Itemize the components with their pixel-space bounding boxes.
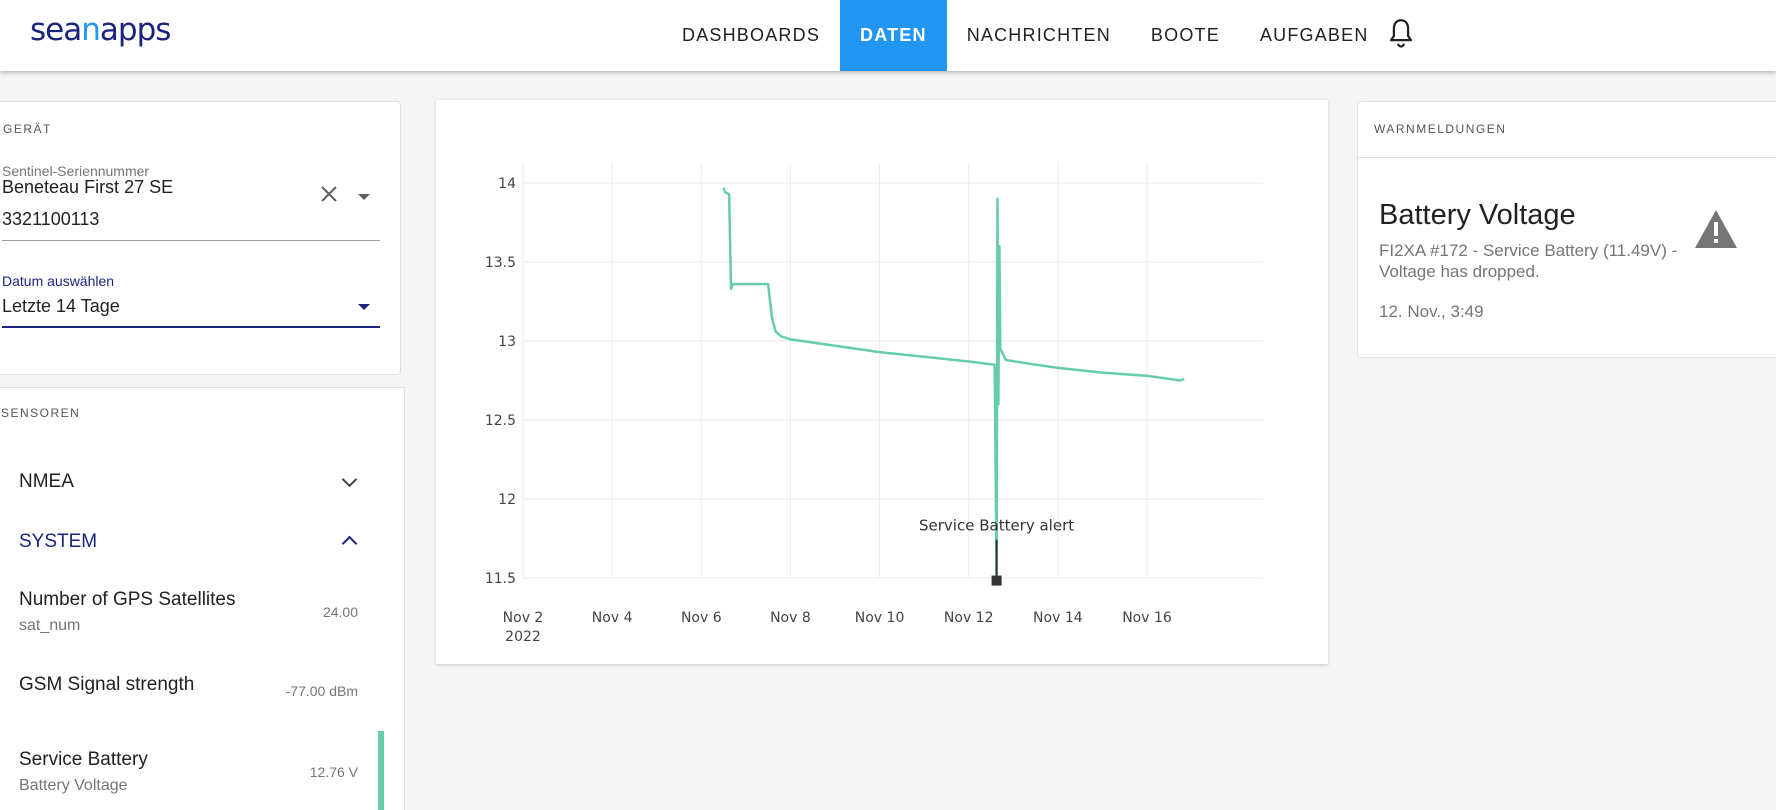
device-card: GERÄT <box>0 101 401 375</box>
date-select[interactable]: Letzte 14 Tage <box>2 296 120 316</box>
y-tick-label: 11.5 <box>485 571 516 587</box>
warning-icon <box>1695 210 1737 248</box>
sensor-name-battery[interactable]: Service Battery <box>19 749 148 770</box>
x-tick-label: Nov 10 <box>855 610 905 626</box>
serial-number[interactable]: 3321100113 <box>2 209 100 229</box>
alert-text: FI2XA #172 - Service Battery (11.49V) - … <box>1379 241 1678 281</box>
y-tick-label: 14 <box>498 176 516 192</box>
main-nav: DASHBOARDS DATEN NACHRICHTEN BOOTE AUFGA… <box>662 0 1389 71</box>
nav-dashboards[interactable]: DASHBOARDS <box>682 25 821 45</box>
alerts-divider <box>1358 157 1776 158</box>
date-label: Datum auswählen <box>2 273 115 289</box>
x-tick-label: Nov 4 <box>592 610 633 626</box>
chart-card: 14 13.5 13 12.5 12 11.5 Nov 2 Nov 4 Nov 6 Nov 8 No… <box>436 100 1328 664</box>
sensor-sub-gps: sat_num <box>19 617 81 634</box>
annotation-marker[interactable] <box>991 575 1002 586</box>
serial-label: Sentinel-Seriennummer <box>2 163 150 179</box>
voltage-chart[interactable]: 14 13.5 13 12.5 12 11.5 Nov 2 Nov 4 Nov 6 Nov 8 No… <box>436 100 1328 664</box>
date-underline <box>2 326 380 328</box>
nav-daten[interactable]: DATEN <box>840 0 947 71</box>
group-nmea[interactable]: NMEA <box>19 471 74 492</box>
alert-time: 12. Nov., 3:49 <box>1379 302 1484 321</box>
sensor-name-gsm[interactable]: GSM Signal strength <box>19 674 195 695</box>
clear-icon[interactable] <box>318 183 340 205</box>
alerts-card: WARNMELDUNGEN Battery Voltage FI2XA #172… <box>1357 101 1776 358</box>
x-tick-label: Nov 14 <box>1033 610 1083 626</box>
nav-boote[interactable]: BOOTE <box>1150 25 1220 45</box>
x-tick-label: Nov 2 <box>503 610 544 626</box>
serial-dropdown-icon[interactable] <box>358 194 370 200</box>
group-system[interactable]: SYSTEM <box>19 531 98 552</box>
y-tick-label: 12 <box>498 492 516 508</box>
serial-name[interactable]: Beneteau First 27 SE <box>2 177 174 197</box>
sensor-value-gsm: -77.00 dBm <box>285 683 358 699</box>
x-tick-label: Nov 8 <box>770 610 811 626</box>
sensor-name-gps[interactable]: Number of GPS Satellites <box>19 589 236 610</box>
seanapps-logo[interactable]: seanapps <box>30 12 171 48</box>
sensor-sub-battery: Battery Voltage <box>19 777 128 794</box>
nav-aufgaben[interactable]: AUFGABEN <box>1259 25 1369 45</box>
y-tick-label: 13.5 <box>485 255 516 271</box>
date-dropdown-icon[interactable] <box>358 304 370 310</box>
x-tick-label: Nov 16 <box>1122 610 1172 626</box>
annotation-label: Service Battery alert <box>919 517 1074 535</box>
top-bar: seanapps DASHBOARDS DATEN NACHRICHTEN BO… <box>0 0 1776 71</box>
sensors-heading: SENSOREN <box>1 406 81 420</box>
bell-icon[interactable] <box>1384 16 1418 50</box>
x-tick-label: Nov 12 <box>944 610 994 626</box>
series-line-0[interactable] <box>722 187 1185 581</box>
y-tick-label: 12.5 <box>485 413 516 429</box>
nav-nachrichten[interactable]: NACHRICHTEN <box>966 25 1111 45</box>
active-sensor-indicator <box>378 731 384 810</box>
serial-underline <box>2 240 380 241</box>
sensor-value-gps: 24.00 <box>322 604 358 620</box>
device-heading: GERÄT <box>3 122 52 136</box>
y-tick-label: 13 <box>498 334 516 350</box>
x-tick-label: Nov 6 <box>681 610 722 626</box>
sensor-value-battery: 12.76 V <box>309 764 358 780</box>
alert-title[interactable]: Battery Voltage <box>1379 199 1576 231</box>
x-tick-year: 2022 <box>505 629 541 645</box>
sensors-card: SENSOREN <box>0 387 405 810</box>
alerts-heading: WARNMELDUNGEN <box>1374 122 1507 136</box>
